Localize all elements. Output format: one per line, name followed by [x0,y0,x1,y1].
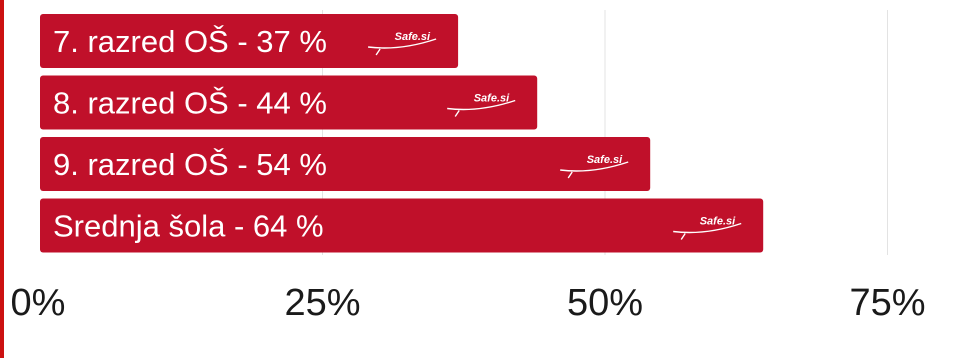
x-axis-ticks: 0% 25% 50% 75% [11,282,926,324]
safe-si-logo: Safe.si [368,31,437,56]
safe-si-logo-swoosh [368,38,437,56]
bar-2 [40,75,538,130]
bar-label-4: Srednja šola - 64 % [53,209,324,244]
bar-group-4: Srednja šola - 64 % Safe.si [40,198,764,253]
bars-group: 7. razred OŠ - 37 % Safe.si8. razred OŠ -… [40,14,764,253]
safe-si-logo-swoosh [673,222,742,240]
bar-1 [40,14,459,68]
safe-si-logo: Safe.si [560,154,629,179]
bar-label-1: 7. razred OŠ - 37 % [53,24,327,59]
safe-si-logo: Safe.si [673,216,742,240]
x-tick-label-75: 75% [849,282,925,324]
bar-group-1: 7. razred OŠ - 37 % Safe.si [40,14,459,68]
x-tick-label-25: 25% [284,282,360,324]
bar-4 [40,198,764,253]
safe-si-logo-text: Safe.si [587,154,623,166]
safe-si-logo-text: Safe.si [474,93,510,105]
bar-group-3: 9. razred OŠ - 54 % Safe.si [40,137,651,191]
bar-3 [40,137,651,191]
safe-si-logo-swoosh [560,161,629,179]
bar-label-2: 8. razred OŠ - 44 % [53,86,327,121]
bar-label-3: 9. razred OŠ - 54 % [53,147,327,182]
x-tick-label-50: 50% [567,282,643,324]
safe-si-logo-swoosh [447,99,516,117]
x-tick-label-0: 0% [11,282,66,324]
safe-si-logo-text: Safe.si [700,216,736,228]
safe-si-logo: Safe.si [447,93,516,117]
bar-group-2: 8. razred OŠ - 44 % Safe.si [40,75,538,130]
safe-si-logo-text: Safe.si [395,31,431,43]
